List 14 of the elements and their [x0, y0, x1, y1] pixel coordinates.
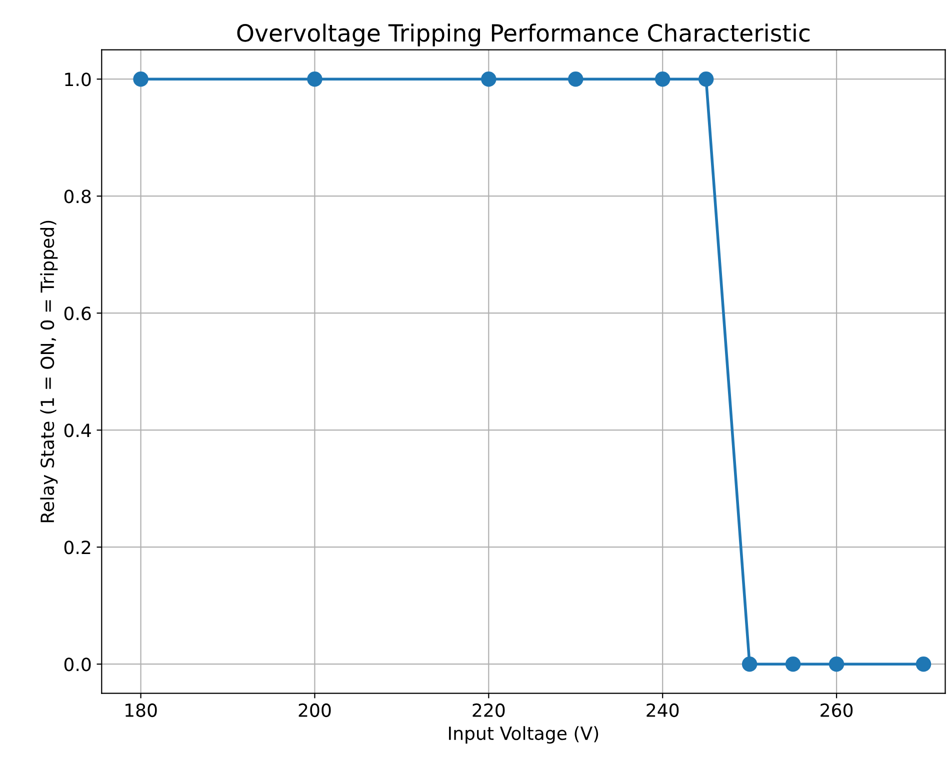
y-tick-label: 0.6: [64, 306, 91, 320]
chart-title: Overvoltage Tripping Performance Characteristic: [237, 24, 810, 46]
x-tick-label: 180: [126, 703, 157, 718]
y-axis-title: Relay State (1 = ON, 0 = Tripped): [40, 220, 58, 522]
y-tick-label: 0.8: [64, 190, 91, 204]
y-tick-label: 0.4: [64, 424, 91, 438]
y-tick-label: 0.2: [64, 540, 90, 554]
y-tick-label: 0.0: [64, 658, 91, 672]
x-tick-label: 220: [472, 703, 505, 718]
x-tick-label: 240: [646, 703, 679, 718]
x-tick-label: 200: [298, 703, 331, 718]
x-tick-label: 260: [820, 703, 853, 718]
x-axis-title: Input Voltage (V): [449, 726, 598, 744]
y-tick-label: 1.0: [65, 72, 91, 86]
